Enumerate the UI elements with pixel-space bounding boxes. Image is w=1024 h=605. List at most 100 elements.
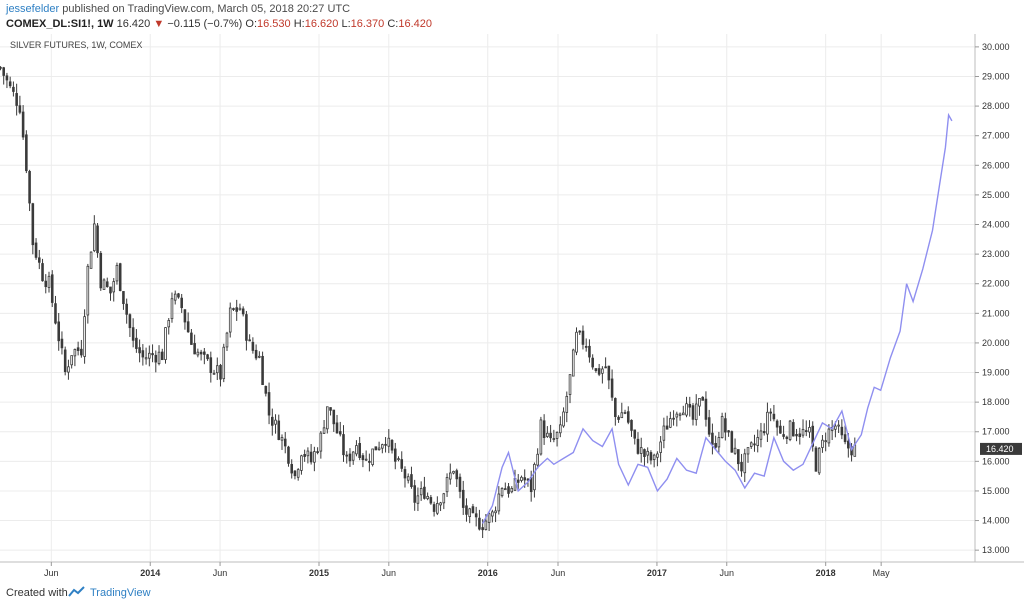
candle-body [578, 330, 582, 333]
candle-body [571, 349, 575, 377]
candle-body [685, 403, 688, 416]
candle-body [271, 416, 274, 426]
candle-body [8, 81, 12, 87]
candle-body [144, 357, 148, 360]
tradingview-logo-icon [68, 586, 85, 597]
candle-body [604, 366, 607, 369]
candle-body [342, 434, 345, 456]
candle-body [675, 413, 679, 418]
candle-body [2, 67, 5, 76]
candle-body [34, 242, 38, 258]
chart-title: SILVER FUTURES, 1W, COMEX [10, 40, 142, 50]
created-with-text: Created with [6, 587, 68, 599]
candle-body [481, 527, 484, 531]
candle-body [559, 424, 562, 434]
candle-body [63, 349, 67, 373]
candle-body [523, 477, 527, 481]
candle-body [384, 443, 387, 446]
candle-body [669, 418, 672, 428]
candle-body [254, 349, 258, 359]
candle-body [118, 263, 122, 292]
candle-body [54, 303, 57, 324]
candle-body [309, 451, 313, 463]
tradingview-brand-link[interactable]: TradingView [90, 587, 151, 599]
change-value: −0.115 (−0.7%) [167, 18, 243, 30]
candle-body [426, 495, 429, 500]
candle-body [258, 355, 261, 358]
candle-body [701, 396, 704, 401]
candle-body [73, 349, 77, 357]
high-value: 16.620 [304, 18, 339, 30]
candle-body [251, 341, 255, 351]
candle-body [173, 293, 177, 301]
candle-body [837, 424, 840, 427]
published-text: published on TradingView.com, March 05, … [62, 3, 351, 15]
candle-body [458, 476, 462, 492]
candle-body [714, 442, 717, 448]
candle-body [665, 425, 669, 430]
candle-body [96, 225, 99, 254]
candle-body [329, 407, 332, 411]
y-tick-label: 17.000 [982, 427, 1010, 437]
candle-body [235, 307, 238, 312]
candle-body [746, 447, 750, 455]
candle-body [416, 495, 420, 504]
candle-body [429, 497, 433, 504]
candle-body [290, 464, 294, 474]
candle-body [720, 416, 724, 439]
candle-body [639, 447, 643, 454]
candle-body [643, 449, 646, 457]
y-tick-label: 29.000 [982, 71, 1010, 81]
close-label: C: [387, 18, 399, 30]
candle-body [468, 508, 471, 517]
candle-body [581, 330, 585, 345]
candle-body [601, 368, 604, 374]
candle-body [617, 416, 620, 420]
candle-body [368, 460, 371, 463]
price-axis[interactable]: 13.000 14.000 15.000 16.000 17.000 18.000 19.0… [974, 34, 1010, 562]
candle-body [594, 368, 598, 371]
candle-body [759, 430, 763, 440]
candle-body [212, 372, 216, 375]
candle-body [50, 274, 54, 303]
candle-body [83, 316, 86, 357]
low-label: L: [341, 18, 351, 30]
candle-body [827, 428, 831, 444]
candle-body [122, 291, 125, 305]
candle-body [520, 476, 523, 481]
author-link[interactable]: jessefelder [6, 3, 60, 15]
x-tick-label: Jun [213, 568, 228, 578]
candle-body [326, 406, 329, 430]
candle-body [157, 351, 161, 365]
candle-body [206, 354, 209, 360]
symbol-label: COMEX_DL:SI1!, 1W [6, 18, 114, 30]
candle-body [397, 458, 400, 461]
candle-body [338, 431, 342, 435]
candle-body [348, 453, 352, 462]
candle-body [465, 505, 468, 515]
ohlc-line: COMEX_DL:SI1!, 1W 16.420 ▼ −0.115 (−0.7%… [6, 18, 432, 30]
y-tick-label: 20.000 [982, 338, 1010, 348]
candle-body [419, 488, 423, 496]
candle-body [423, 486, 426, 499]
candle-body [345, 454, 349, 457]
candle-body [717, 437, 721, 448]
candle-body [840, 426, 844, 436]
candle-body [614, 398, 617, 417]
candle-body [814, 447, 818, 472]
candle-body [190, 332, 193, 345]
time-axis[interactable]: Jun 2014 Jun 2015 Jun 2016 Jun 2017 Jun 2018 May [0, 561, 1024, 578]
candle-body [364, 458, 368, 461]
candle-body [478, 517, 481, 530]
candle-body [274, 419, 277, 425]
candle-body [303, 454, 306, 457]
candle-body [801, 428, 805, 436]
candle-body [296, 469, 300, 478]
price-chart[interactable]: SILVER FUTURES, 1W, COMEX 13.000 14.000 15… [0, 34, 1024, 582]
candle-body [413, 485, 416, 503]
candle-body [67, 366, 70, 373]
candle-body [70, 355, 73, 366]
candle-body [105, 281, 109, 288]
candle-body [688, 403, 692, 408]
candle-body [740, 461, 743, 472]
